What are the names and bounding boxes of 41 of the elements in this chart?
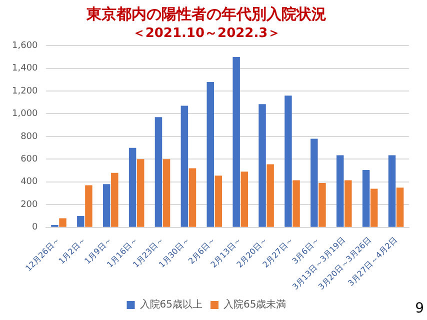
bar	[206, 82, 214, 227]
bar	[310, 138, 318, 227]
y-tick-label: 1,200	[12, 86, 38, 96]
bar	[59, 218, 66, 227]
bar	[284, 96, 292, 227]
y-tick-label: 400	[20, 177, 38, 188]
bar	[162, 159, 170, 227]
bar	[77, 216, 84, 227]
chart-title: 東京都内の陽性者の年代別入院状況	[86, 4, 326, 23]
text: 9	[415, 300, 424, 317]
bar	[111, 172, 118, 227]
y-tick-label: 800	[20, 132, 38, 142]
bar	[232, 56, 240, 227]
y-tick-label: 200	[20, 200, 38, 210]
bar	[336, 155, 344, 227]
bar	[292, 180, 300, 227]
legend-label: 入院65歳未満	[224, 298, 286, 311]
bar	[188, 168, 196, 227]
y-tick-label: 0	[32, 222, 38, 233]
bar	[258, 104, 266, 227]
bar	[266, 164, 274, 227]
bar	[128, 148, 136, 227]
bar	[240, 172, 248, 227]
bar	[370, 188, 378, 227]
bar	[396, 188, 404, 227]
y-tick-label: 1,400	[12, 64, 38, 74]
bar	[102, 184, 110, 227]
y-tick-label: 1,000	[12, 109, 38, 120]
y-tick-label: 1,600	[12, 40, 38, 51]
bar	[362, 170, 370, 227]
legend-label: 入院65歳以上	[140, 298, 203, 311]
bar	[318, 183, 326, 227]
bar	[154, 117, 162, 227]
bar	[388, 155, 396, 227]
bar	[180, 106, 188, 227]
bar	[344, 180, 352, 227]
chart-subtitle: ＜2021.10～2022.3＞	[132, 26, 281, 42]
bar	[136, 159, 144, 227]
bar	[85, 185, 92, 227]
bar	[214, 176, 222, 227]
y-tick-label: 600	[20, 154, 38, 165]
